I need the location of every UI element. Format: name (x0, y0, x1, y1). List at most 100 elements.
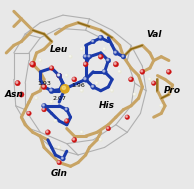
Circle shape (110, 89, 114, 92)
Circle shape (166, 69, 171, 74)
Circle shape (99, 55, 101, 57)
Circle shape (27, 111, 31, 116)
Circle shape (72, 137, 77, 142)
Circle shape (58, 74, 59, 76)
Circle shape (113, 50, 118, 55)
Circle shape (42, 85, 44, 87)
Circle shape (102, 69, 107, 74)
Text: Leu: Leu (50, 45, 68, 54)
Circle shape (160, 105, 161, 106)
Circle shape (114, 51, 116, 53)
Circle shape (80, 131, 84, 134)
Circle shape (149, 78, 150, 80)
Circle shape (118, 70, 121, 74)
Circle shape (49, 88, 55, 94)
Circle shape (107, 127, 109, 129)
Circle shape (30, 61, 36, 67)
Circle shape (61, 157, 63, 159)
Circle shape (64, 119, 69, 123)
Circle shape (54, 120, 56, 121)
Circle shape (16, 81, 18, 83)
Circle shape (152, 81, 156, 85)
Circle shape (65, 119, 67, 121)
Circle shape (113, 62, 119, 67)
Circle shape (106, 126, 111, 131)
Circle shape (39, 59, 42, 62)
Circle shape (45, 130, 50, 135)
Circle shape (91, 84, 96, 89)
Circle shape (58, 161, 59, 163)
Circle shape (62, 86, 66, 89)
Circle shape (91, 39, 95, 44)
Circle shape (119, 71, 120, 72)
Circle shape (167, 70, 169, 72)
Circle shape (125, 115, 130, 119)
Circle shape (95, 81, 99, 85)
Circle shape (72, 77, 77, 82)
Circle shape (87, 54, 92, 59)
Circle shape (42, 103, 47, 108)
Circle shape (84, 77, 86, 80)
Circle shape (42, 107, 46, 112)
Circle shape (103, 47, 106, 51)
Circle shape (39, 59, 41, 61)
Text: 2.07: 2.07 (52, 96, 66, 101)
Circle shape (141, 70, 143, 72)
Text: Val: Val (146, 29, 161, 39)
Circle shape (107, 59, 109, 61)
Text: Pro: Pro (164, 86, 181, 95)
Circle shape (49, 66, 54, 70)
Text: His: His (98, 101, 114, 110)
Circle shape (57, 146, 61, 149)
Circle shape (129, 77, 133, 82)
Circle shape (65, 108, 67, 110)
Circle shape (140, 69, 145, 74)
Circle shape (100, 139, 101, 140)
Circle shape (98, 35, 103, 40)
Circle shape (99, 138, 102, 142)
Circle shape (84, 55, 86, 57)
Circle shape (65, 74, 68, 77)
Text: 1.96: 1.96 (71, 83, 85, 88)
Text: Asn: Asn (4, 90, 23, 99)
Circle shape (81, 90, 82, 91)
Circle shape (81, 48, 82, 49)
Circle shape (134, 93, 135, 95)
Circle shape (50, 67, 52, 68)
Circle shape (73, 138, 74, 140)
Circle shape (83, 54, 88, 59)
Circle shape (61, 156, 65, 161)
Circle shape (43, 108, 44, 110)
Circle shape (83, 77, 88, 82)
Circle shape (57, 73, 62, 78)
Circle shape (50, 89, 52, 91)
Circle shape (61, 85, 69, 93)
Circle shape (96, 82, 97, 83)
Circle shape (121, 54, 126, 59)
Circle shape (46, 131, 48, 132)
Circle shape (99, 36, 101, 38)
Circle shape (92, 85, 94, 87)
Circle shape (83, 62, 88, 67)
Circle shape (69, 56, 71, 57)
Circle shape (129, 78, 131, 80)
Circle shape (148, 78, 152, 81)
Circle shape (58, 74, 59, 76)
Circle shape (152, 82, 154, 83)
Circle shape (122, 55, 124, 57)
Circle shape (64, 107, 69, 112)
Circle shape (69, 55, 72, 58)
Circle shape (111, 90, 112, 91)
Circle shape (126, 116, 127, 117)
Circle shape (81, 131, 82, 132)
Circle shape (35, 97, 37, 98)
Circle shape (20, 93, 22, 95)
Circle shape (80, 47, 84, 51)
Circle shape (66, 74, 67, 76)
Circle shape (114, 63, 116, 64)
Circle shape (35, 97, 38, 100)
Circle shape (103, 70, 105, 72)
Circle shape (42, 84, 47, 90)
Circle shape (42, 104, 44, 106)
Circle shape (159, 104, 163, 108)
